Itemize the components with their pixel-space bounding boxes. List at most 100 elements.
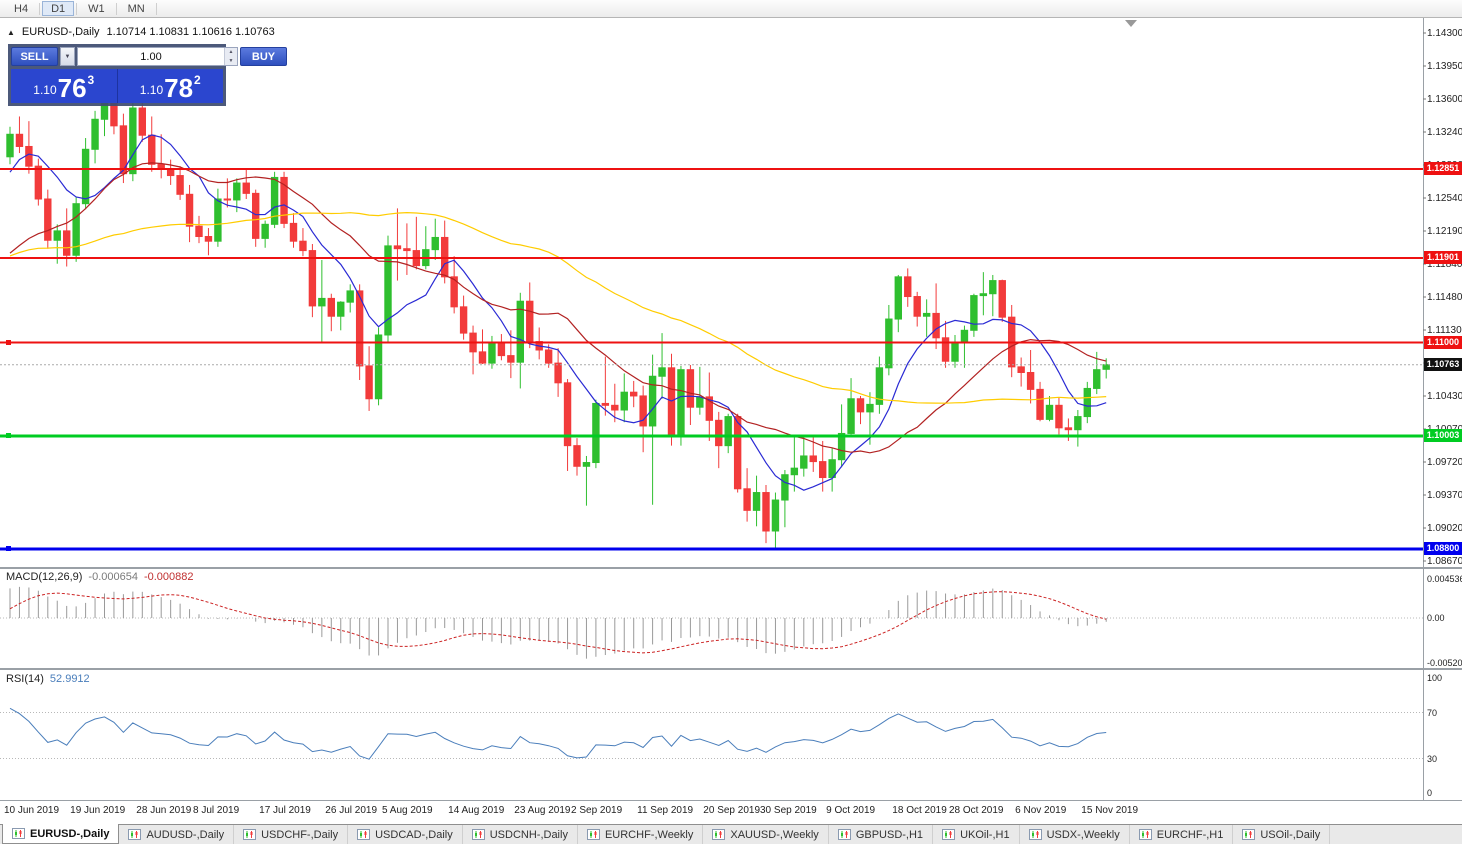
chart-shift-marker — [1125, 20, 1137, 27]
price-scale-tick: 1.13950 — [1427, 61, 1462, 72]
timeframe-button-mn[interactable]: MN — [119, 1, 154, 16]
chart-symbol-period: EURUSD-,Daily — [21, 26, 100, 38]
rsi-scale-0: 0 — [1427, 788, 1433, 798]
volume-field: ▲ ▼ — [77, 47, 238, 66]
chart-tab-eurusd-daily[interactable]: EURUSD-,Daily — [2, 824, 120, 844]
chart-icon — [357, 829, 371, 840]
hline-price-tag: 1.08800 — [1424, 542, 1462, 556]
chart-tabs-bar: EURUSD-,Daily AUDUSD-,Daily USDCHF-,Dail… — [0, 824, 1462, 844]
volume-increase-button[interactable]: ▲ — [225, 48, 237, 57]
volume-dropdown-button[interactable]: ▼ — [60, 47, 75, 66]
chart-window-icon: ▲ — [7, 27, 15, 37]
timeframe-button-w1[interactable]: W1 — [79, 1, 114, 16]
chart-tab-label: XAUUSD-,Weekly — [730, 828, 819, 841]
time-scale-label: 2 Sep 2019 — [571, 805, 623, 816]
chart-tab-label: EURUSD-,Daily — [30, 827, 110, 840]
volume-input[interactable] — [78, 48, 224, 65]
macd-scale-zero: 0.00 — [1427, 613, 1445, 623]
chart-tab-label: AUDUSD-,Daily — [146, 828, 225, 841]
time-scale-label: 20 Sep 2019 — [703, 805, 761, 816]
time-scale-label: 18 Oct 2019 — [892, 805, 947, 816]
hline-drag-handle[interactable] — [6, 433, 11, 439]
time-scale-label: 23 Aug 2019 — [514, 805, 571, 816]
chart-icon — [837, 829, 851, 840]
pane-separator[interactable] — [0, 567, 1462, 569]
chart-tab-label: EURCHF-,H1 — [1156, 828, 1224, 841]
macd-main-value: -0.000654 — [88, 571, 138, 583]
chart-icon — [243, 829, 257, 840]
chart-icon — [586, 829, 600, 840]
macd-indicator-label: MACD(12,26,9) -0.000654 -0.000882 — [6, 571, 194, 583]
hline-price-tag: 1.12851 — [1424, 162, 1462, 176]
toolbar-separator — [115, 2, 117, 15]
timeframe-button-d1[interactable]: D1 — [42, 1, 75, 16]
chart-tab-usdx-weekly[interactable]: USDX-,Weekly — [1020, 825, 1130, 844]
toolbar-separator — [155, 2, 157, 15]
rsi-scale-70: 70 — [1427, 707, 1438, 718]
chart-tab-gbpusd-h1[interactable]: GBPUSD-,H1 — [829, 825, 934, 844]
pane-separator[interactable] — [0, 668, 1462, 670]
macd-signal-value: -0.000882 — [143, 571, 194, 583]
sell-button[interactable]: SELL — [11, 47, 58, 66]
chart-tab-label: USDCNH-,Daily — [489, 828, 568, 841]
time-scale-label: 28 Oct 2019 — [949, 805, 1004, 816]
hline-drag-handle[interactable] — [6, 339, 11, 345]
buy-button[interactable]: BUY — [240, 47, 287, 66]
chart-tab-xauusd-weekly[interactable]: XAUUSD-,Weekly — [703, 825, 829, 844]
chart-tab-usdcnh-daily[interactable]: USDCNH-,Daily — [463, 825, 578, 844]
price-scale-tick: 1.10430 — [1427, 391, 1462, 402]
time-scale-label: 17 Jul 2019 — [259, 805, 311, 816]
chart-icon — [942, 829, 956, 840]
chart-tab-usdchf-daily[interactable]: USDCHF-,Daily — [234, 825, 349, 844]
hline-price-tag: 1.11000 — [1424, 335, 1462, 349]
rsi-scale-30: 30 — [1427, 753, 1438, 764]
chart-tab-eurchf-weekly[interactable]: EURCHF-,Weekly — [578, 825, 704, 844]
price-chart-canvas[interactable] — [0, 18, 1462, 824]
timeframe-button-h4[interactable]: H4 — [5, 1, 37, 16]
chart-tab-label: USDCAD-,Daily — [375, 828, 453, 841]
time-scale-label: 10 Jun 2019 — [4, 805, 60, 816]
time-scale-label: 5 Aug 2019 — [382, 805, 433, 816]
chart-tab-ukoil-h1[interactable]: UKOil-,H1 — [933, 825, 1020, 844]
time-scale-label: 19 Jun 2019 — [70, 805, 126, 816]
rsi-value: 52.9912 — [49, 673, 90, 685]
chart-tab-label: USOil-,Daily — [1260, 828, 1321, 841]
macd-scale-max: 0.0045360 — [1427, 574, 1462, 584]
time-scale-label: 8 Jul 2019 — [193, 805, 240, 816]
price-scale-tick: 1.09020 — [1427, 523, 1462, 534]
buy-price-display[interactable]: 1.10 78 2 — [118, 69, 224, 103]
indicator-panes-layer — [0, 18, 1462, 801]
volume-decrease-button[interactable]: ▼ — [225, 56, 237, 65]
price-scale-tick: 1.08670 — [1427, 556, 1462, 567]
time-scale-label: 9 Oct 2019 — [826, 805, 876, 816]
sell-price-base: 1.10 — [33, 83, 57, 97]
time-scale-label: 6 Nov 2019 — [1015, 805, 1067, 816]
sell-price-sup: 3 — [87, 73, 95, 87]
ma-line-50 — [9, 211, 1107, 404]
chart-tab-label: USDCHF-,Daily — [261, 828, 339, 841]
time-scale-label: 28 Jun 2019 — [136, 805, 192, 816]
chart-icon — [128, 829, 142, 840]
macd-name: MACD(12,26,9) — [6, 571, 83, 583]
horizontal-lines-layer[interactable] — [0, 20, 1423, 551]
sell-price-big: 76 — [57, 73, 87, 103]
price-scale-tick: 1.13240 — [1427, 127, 1462, 138]
chart-tab-audusd-daily[interactable]: AUDUSD-,Daily — [119, 825, 235, 844]
price-scale-tick: 1.13600 — [1427, 94, 1462, 105]
hline-drag-handle[interactable] — [6, 546, 11, 552]
time-scale-label: 14 Aug 2019 — [448, 805, 505, 816]
chart-tab-eurchf-h1[interactable]: EURCHF-,H1 — [1130, 825, 1234, 844]
chart-icon — [471, 829, 485, 840]
time-scale-label: 30 Sep 2019 — [760, 805, 817, 816]
chart-tab-usoil-daily[interactable]: USOil-,Daily — [1233, 825, 1331, 844]
chart-tab-usdcad-daily[interactable]: USDCAD-,Daily — [348, 825, 463, 844]
candles-layer[interactable] — [6, 93, 1110, 548]
chart-icon — [1028, 829, 1042, 840]
price-scale-tick: 1.12190 — [1427, 226, 1462, 237]
rsi-indicator-label: RSI(14) 52.9912 — [6, 673, 90, 685]
price-scale-tick: 1.12540 — [1427, 193, 1462, 204]
sell-price-display[interactable]: 1.10 76 3 — [11, 69, 118, 103]
chart-title: ▲ EURUSD-,Daily 1.10714 1.10831 1.10616 … — [7, 26, 275, 38]
price-scale-tick: 1.14300 — [1427, 28, 1462, 39]
